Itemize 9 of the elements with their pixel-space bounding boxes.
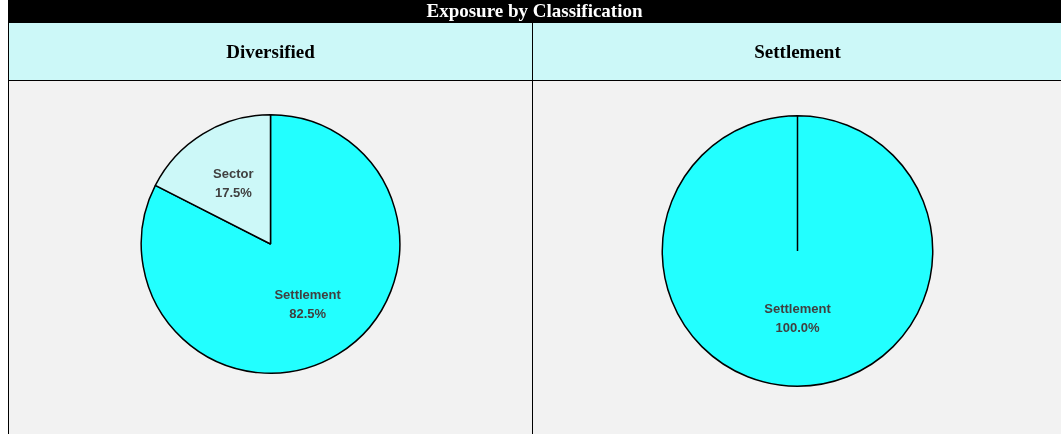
data-label: 82.5% <box>289 306 327 322</box>
slice-label: Sector <box>213 165 254 181</box>
data-label: 17.5% <box>214 184 253 200</box>
slice-label: Settlement <box>274 287 342 303</box>
data-label: 100.0% <box>775 320 820 336</box>
slice-label: Settlement <box>764 301 832 317</box>
chart-subtitle: Diversified <box>9 22 532 81</box>
chart-subtitle: Settlement <box>533 22 1061 81</box>
text: Exposure by Classification <box>8 0 1061 22</box>
